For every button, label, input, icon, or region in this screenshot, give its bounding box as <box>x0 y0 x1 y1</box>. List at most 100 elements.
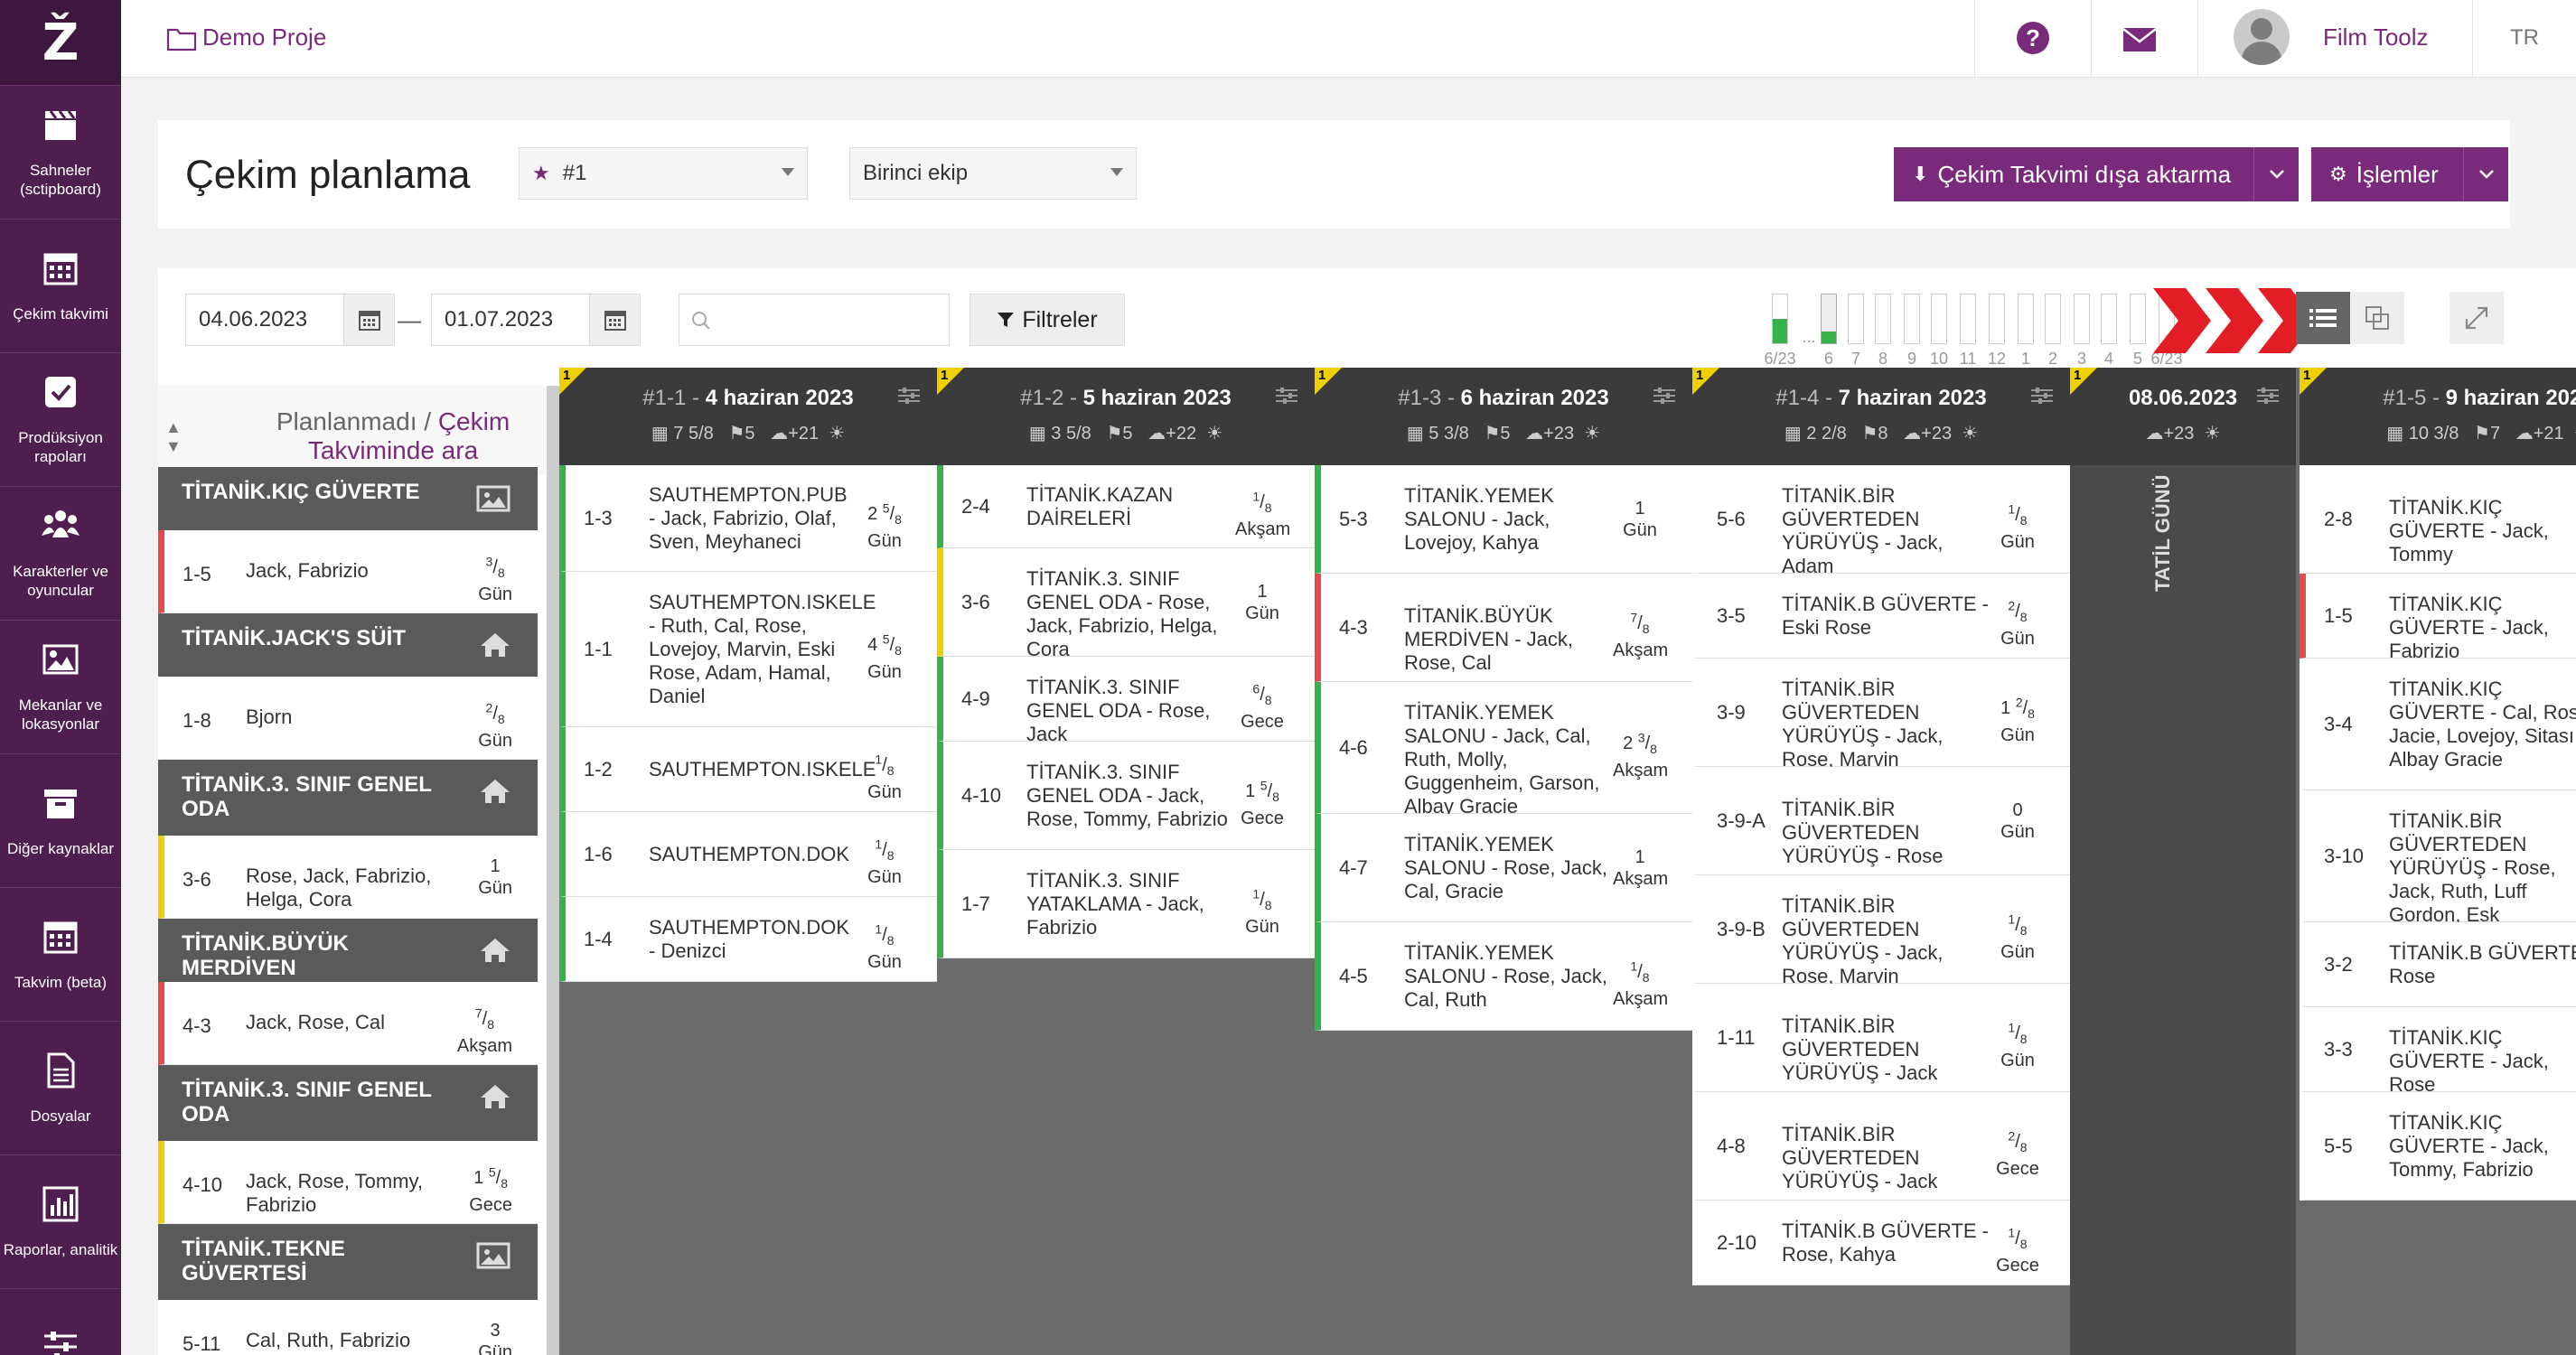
mail-icon[interactable] <box>2122 27 2157 52</box>
scheduled-scene-card[interactable]: 1-5 TİTANİK.KIÇ GÜVERTE - Jack, Fabrizio <box>2300 574 2576 662</box>
scheduled-scene-card[interactable]: 4-3 TİTANİK.BÜYÜK MERDİVEN - Jack, Rose,… <box>1315 574 1692 682</box>
scheduled-scene-card[interactable]: 1-7 TİTANİK.3. SINIF YATAKLAMA - Jack, F… <box>937 850 1315 958</box>
scheduled-scene-card[interactable]: 4-6 TİTANİK.YEMEK SALONU - Jack, Cal, Ru… <box>1315 682 1692 818</box>
scheduled-scene-card[interactable]: 1-2 SAUTHEMPTON.ISKELE 1/8 Gün <box>559 727 937 812</box>
schedule-select[interactable]: ★ #1 <box>519 147 808 200</box>
minimap-day-bar[interactable] <box>2018 294 2034 344</box>
day-header[interactable]: 1 #1-1 - 4 haziran 2023 ▦ 7 5/8 ⚑5 ☁+21 … <box>559 368 937 465</box>
app-logo[interactable]: Ž <box>0 0 121 85</box>
location-group-header[interactable]: TİTANİK.JACK'S SÜİT <box>158 613 538 677</box>
unplanned-scene-card[interactable]: 1-5 Jack, Fabrizio 3/8 Gün <box>158 530 538 613</box>
scheduled-scene-card[interactable]: 4-9 TİTANİK.3. SINIF GENEL ODA - Rose, J… <box>937 657 1315 745</box>
sliders-icon[interactable] <box>1653 386 1676 406</box>
scheduled-scene-card[interactable]: 5-6 TİTANİK.BİR GÜVERTEDEN YÜRÜYÜŞ - Jac… <box>1692 465 2070 577</box>
day-header[interactable]: 1 #1-2 - 5 haziran 2023 ▦ 3 5/8 ⚑5 ☁+22 … <box>937 368 1315 465</box>
scheduled-scene-card[interactable]: 1-11 TİTANİK.BİR GÜVERTEDEN YÜRÜYÜŞ - Ja… <box>1692 984 2070 1092</box>
scheduled-scene-card[interactable]: 3-4 TİTANİK.KIÇ GÜVERTE - Cal, Rose, Jac… <box>2300 659 2576 790</box>
minimap-day-bar[interactable] <box>2074 294 2090 344</box>
minimap-day-bar[interactable] <box>1960 294 1976 344</box>
day-column[interactable]: 1 #1-3 - 6 haziran 2023 ▦ 5 3/8 ⚑5 ☁+23 … <box>1315 368 1692 1031</box>
crew-select[interactable]: Birinci ekip <box>849 147 1137 200</box>
actions-dropdown-button[interactable] <box>2463 147 2508 201</box>
sort-icon[interactable]: ▲ ▼ <box>165 418 182 455</box>
calendar-icon[interactable] <box>589 294 640 345</box>
calendar-icon[interactable] <box>343 294 394 345</box>
sidebar-item-mekanlar[interactable]: Mekanlar ve lokasyonlar <box>0 620 121 753</box>
location-group-header[interactable]: TİTANİK.3. SINIF GENEL ODA <box>158 760 538 836</box>
unplanned-scene-card[interactable]: 5-11 Cal, Ruth, Fabrizio 3 Gün <box>158 1300 538 1355</box>
scheduled-scene-card[interactable]: 2-8 TİTANİK.KIÇ GÜVERTE - Jack, Tommy <box>2300 465 2576 574</box>
minimap-day-bar[interactable] <box>1772 294 1788 344</box>
minimap-day-bar[interactable] <box>1904 294 1920 344</box>
day-column[interactable]: 1 #1-1 - 4 haziran 2023 ▦ 7 5/8 ⚑5 ☁+21 … <box>559 368 937 982</box>
scheduled-scene-card[interactable]: 3-5 TİTANİK.B GÜVERTE - Eski Rose 2/8 Gün <box>1692 574 2070 659</box>
sliders-icon[interactable] <box>897 386 921 406</box>
scheduled-scene-card[interactable]: 4-7 TİTANİK.YEMEK SALONU - Rose, Jack, C… <box>1315 814 1692 922</box>
sidebar-item-çekim[interactable]: Çekim takvimi <box>0 219 121 352</box>
scheduled-scene-card[interactable]: 2-10 TİTANİK.B GÜVERTE - Rose, Kahya 1/8… <box>1692 1201 2070 1285</box>
scheduled-scene-card[interactable]: 3-10 TİTANİK.BİR GÜVERTEDEN YÜRÜYÜŞ - Ro… <box>2300 790 2576 926</box>
export-schedule-button[interactable]: ⬇ Çekim Takvimi dışa aktarma <box>1894 147 2253 201</box>
location-group-header[interactable]: TİTANİK.KIÇ GÜVERTE <box>158 467 538 530</box>
language-switch[interactable]: TR <box>2510 25 2539 50</box>
scheduled-scene-card[interactable]: 3-9 TİTANİK.BİR GÜVERTEDEN YÜRÜYÜŞ - Jac… <box>1692 659 2070 771</box>
day-column[interactable]: 1 08.06.2023 ☁+23 ☀ TATİL GÜNÜ <box>2070 368 2296 1355</box>
scheduled-scene-card[interactable]: 4-10 TİTANİK.3. SINIF GENEL ODA - Jack, … <box>937 742 1315 850</box>
search-schedule-link[interactable]: Çekim Takviminde ara <box>307 407 511 464</box>
scheduled-scene-card[interactable]: 3-9-A TİTANİK.BİR GÜVERTEDEN YÜRÜYÜŞ - R… <box>1692 767 2070 875</box>
actions-button[interactable]: ⚙ İşlemler <box>2311 147 2463 201</box>
unplanned-scene-card[interactable]: 4-3 Jack, Rose, Cal 7/8 Akşam <box>158 982 538 1065</box>
location-group-header[interactable]: TİTANİK.TEKNE GÜVERTESİ <box>158 1224 538 1300</box>
scheduled-scene-card[interactable]: 3-9-B TİTANİK.BİR GÜVERTEDEN YÜRÜYÜŞ - J… <box>1692 875 2070 987</box>
minimap-day-bar[interactable] <box>2101 294 2117 344</box>
day-header[interactable]: 1 #1-4 - 7 haziran 2023 ▦ 2 2/8 ⚑8 ☁+23 … <box>1692 368 2070 465</box>
fullscreen-button[interactable] <box>2450 292 2504 344</box>
minimap-day-bar[interactable] <box>1989 294 2005 344</box>
user-name[interactable]: Film Toolz <box>2323 23 2429 51</box>
minimap-day-bar[interactable] <box>1931 294 1947 344</box>
minimap-day-bar[interactable] <box>2130 294 2146 344</box>
day-column[interactable]: 1 #1-2 - 5 haziran 2023 ▦ 3 5/8 ⚑5 ☁+22 … <box>937 368 1315 958</box>
scheduled-scene-card[interactable]: 2-4 TİTANİK.KAZAN DAİRELERİ 1/8 Akşam <box>937 465 1315 548</box>
export-dropdown-button[interactable] <box>2253 147 2299 201</box>
sidebar-item-dosyalar[interactable]: Dosyalar <box>0 1021 121 1154</box>
scheduled-scene-card[interactable]: 1-1 SAUTHEMPTON.ISKELE - Ruth, Cal, Rose… <box>559 572 937 727</box>
end-date-field[interactable]: 01.07.2023 <box>431 294 641 346</box>
day-column[interactable]: 1 #1-5 - 9 haziran 2023 ▦ 10 3/8 ⚑7 ☁+21… <box>2300 368 2576 1201</box>
day-header[interactable]: 1 08.06.2023 ☁+23 ☀ <box>2070 368 2296 465</box>
scrollbar[interactable] <box>547 386 559 1355</box>
sidebar-item-sahneler[interactable]: Sahneler (sctipboard) <box>0 85 121 219</box>
sliders-icon[interactable] <box>1275 386 1298 406</box>
scheduled-scene-card[interactable]: 1-6 SAUTHEMPTON.DOK 1/8 Gün <box>559 812 937 897</box>
scheduled-scene-card[interactable]: 3-3 TİTANİK.KIÇ GÜVERTE - Jack, Rose <box>2300 1007 2576 1096</box>
list-view-button[interactable] <box>2296 292 2350 344</box>
search-input[interactable] <box>679 294 950 346</box>
scheduled-scene-card[interactable]: 5-5 TİTANİK.KIÇ GÜVERTE - Jack, Tommy, F… <box>2300 1092 2576 1201</box>
location-group-header[interactable]: TİTANİK.3. SINIF GENEL ODA <box>158 1065 538 1141</box>
minimap-day-bar[interactable] <box>2045 294 2061 344</box>
unplanned-scene-card[interactable]: 1-8 Bjorn 2/8 Gün <box>158 677 538 760</box>
sidebar-item-settings[interactable] <box>0 1288 121 1355</box>
compact-view-button[interactable] <box>2350 292 2404 344</box>
help-icon[interactable]: ? <box>2017 22 2049 54</box>
scheduled-scene-card[interactable]: 4-8 TİTANİK.BİR GÜVERTEDEN YÜRÜYÜŞ - Jac… <box>1692 1092 2070 1201</box>
day-header[interactable]: 1 #1-3 - 6 haziran 2023 ▦ 5 3/8 ⚑5 ☁+23 … <box>1315 368 1692 465</box>
unplanned-scene-card[interactable]: 3-6 Rose, Jack, Fabrizio, Helga, Cora 1 … <box>158 836 538 919</box>
minimap-day-bar[interactable] <box>1848 294 1864 344</box>
minimap-day-bar[interactable] <box>1875 294 1891 344</box>
scheduled-scene-card[interactable]: 4-5 TİTANİK.YEMEK SALONU - Rose, Jack, C… <box>1315 922 1692 1031</box>
scheduled-scene-card[interactable]: 1-4 SAUTHEMPTON.DOK - Denizci 1/8 Gün <box>559 897 937 982</box>
avatar[interactable] <box>2234 9 2290 65</box>
scheduled-scene-card[interactable]: 3-6 TİTANİK.3. SINIF GENEL ODA - Rose, J… <box>937 548 1315 660</box>
day-header[interactable]: 1 #1-5 - 9 haziran 2023 ▦ 10 3/8 ⚑7 ☁+21… <box>2300 368 2576 465</box>
scheduled-scene-card[interactable]: 5-3 TİTANİK.YEMEK SALONU - Jack, Lovejoy… <box>1315 465 1692 574</box>
unplanned-list[interactable]: TİTANİK.KIÇ GÜVERTE 1-5 Jack, Fabrizio 3/… <box>158 467 538 1355</box>
sidebar-item-diğer[interactable]: Diğer kaynaklar <box>0 753 121 887</box>
start-date-field[interactable]: 04.06.2023 <box>185 294 395 346</box>
project-link[interactable]: Demo Proje <box>166 23 326 51</box>
scheduled-scene-card[interactable]: 3-2 TİTANİK.B GÜVERTE - Rose <box>2300 922 2576 1007</box>
scheduled-scene-card[interactable]: 1-3 SAUTHEMPTON.PUB - Jack, Fabrizio, Ol… <box>559 465 937 572</box>
sidebar-item-raporlar,[interactable]: Raporlar, analitik <box>0 1154 121 1288</box>
sliders-icon[interactable] <box>2030 386 2054 406</box>
location-group-header[interactable]: TİTANİK.BÜYÜK MERDİVEN <box>158 919 538 982</box>
